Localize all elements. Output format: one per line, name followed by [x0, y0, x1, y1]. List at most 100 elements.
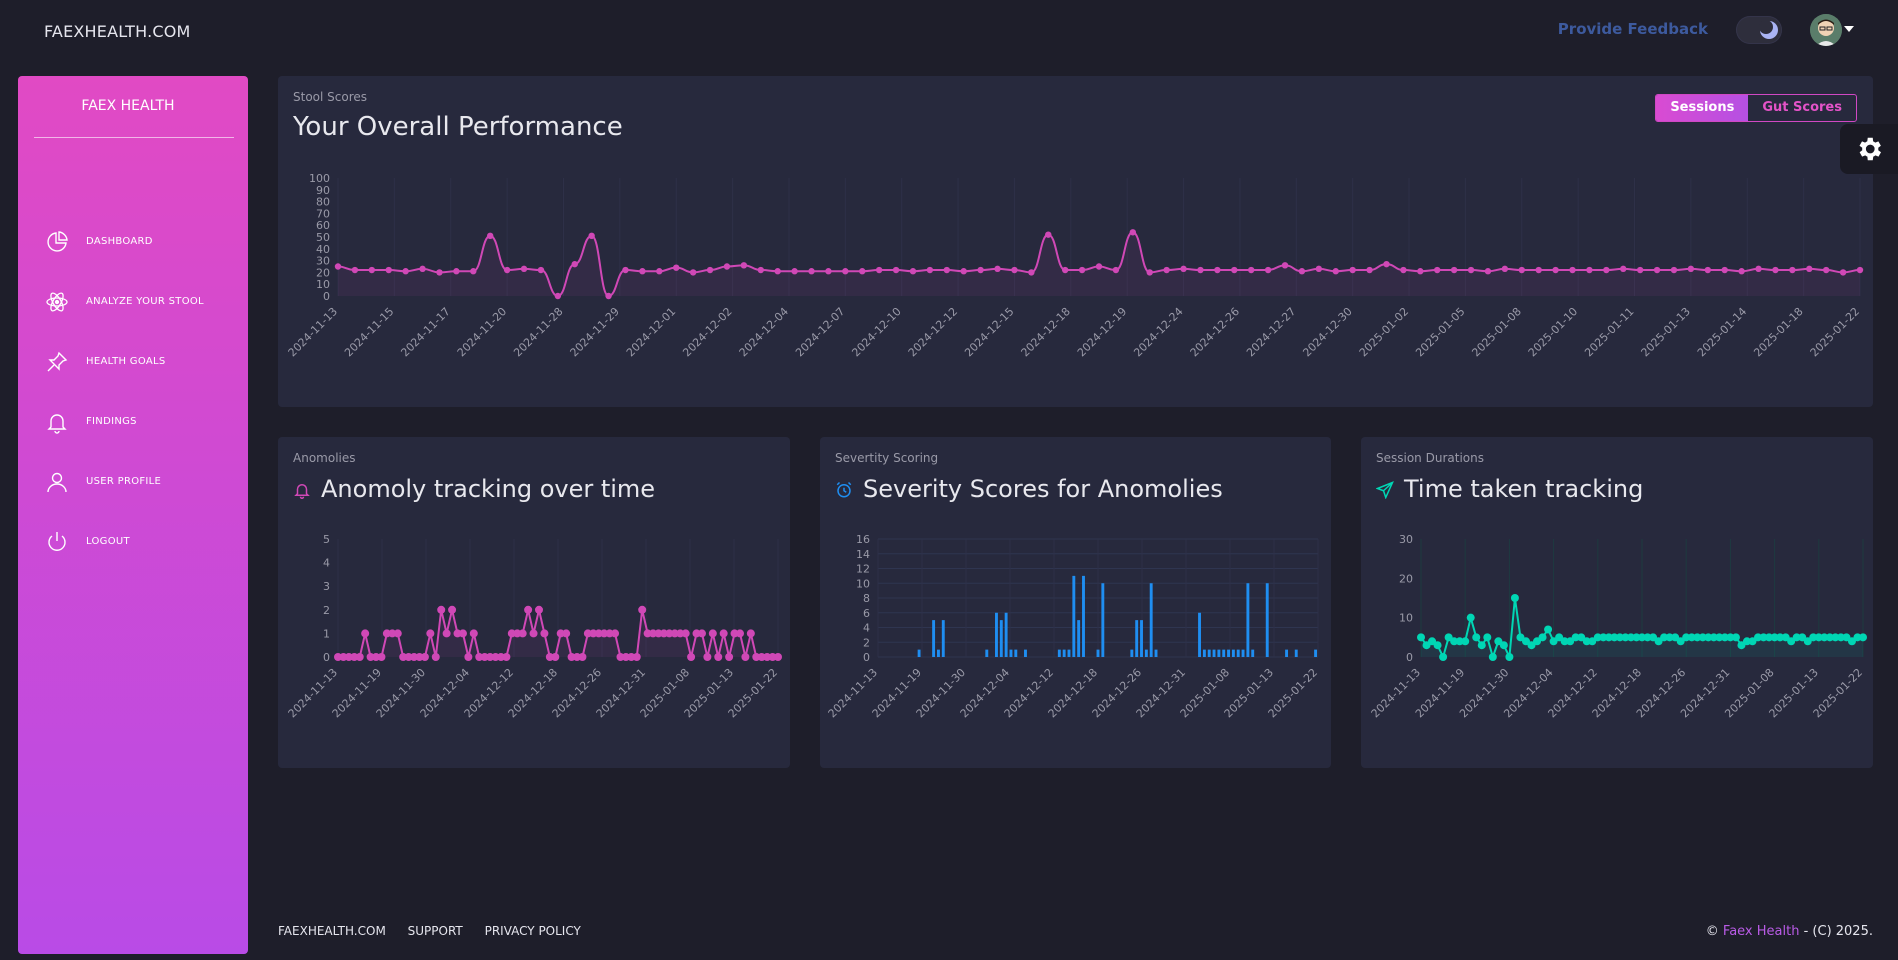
sidebar-item-health-goals[interactable]: HEALTH GOALS — [18, 342, 248, 382]
data-point — [431, 653, 440, 661]
data-point — [1654, 637, 1663, 646]
atom-icon — [46, 292, 68, 312]
data-point — [1417, 268, 1424, 275]
x-tick-label: 2025-01-22 — [1808, 305, 1862, 359]
data-point — [520, 265, 528, 273]
data-point — [1649, 633, 1658, 642]
sidebar-item-analyze[interactable]: ANALYZE YOUR STOOL — [18, 282, 248, 322]
x-tick-label: 2025-01-05 — [1413, 305, 1467, 359]
data-point — [351, 266, 359, 274]
data-point — [1798, 633, 1807, 642]
copyright-brand-link[interactable]: Faex Health — [1722, 924, 1800, 939]
data-point — [1483, 633, 1492, 642]
provide-feedback-link[interactable]: Provide Feedback — [1557, 20, 1708, 38]
data-point — [571, 260, 578, 268]
y-tick-label: 60 — [316, 219, 330, 232]
x-tick-label: 2024-12-12 — [906, 305, 960, 359]
data-point — [1626, 633, 1635, 642]
data-point — [638, 605, 647, 614]
data-point — [1061, 266, 1069, 274]
x-tick-label: 2024-12-27 — [1244, 305, 1298, 359]
data-point — [1588, 637, 1597, 646]
settings-gear-button[interactable] — [1840, 124, 1898, 174]
data-point — [1755, 265, 1762, 273]
data-point — [1856, 266, 1864, 274]
data-point — [1720, 633, 1729, 642]
bar — [1135, 620, 1139, 657]
sidebar-item-label: USER PROFILE — [86, 476, 162, 487]
data-point — [1366, 266, 1373, 274]
x-tick-label: 2024-12-19 — [1075, 305, 1129, 359]
data-point — [1577, 633, 1586, 642]
data-point — [1455, 637, 1464, 646]
data-point — [1488, 653, 1497, 661]
sessions-button[interactable]: Sessions — [1656, 95, 1749, 121]
data-point — [1566, 637, 1575, 646]
data-point — [442, 629, 451, 638]
data-point — [943, 266, 950, 274]
data-point — [1789, 266, 1796, 274]
footer-link-support[interactable]: SUPPORT — [407, 924, 463, 938]
brand-logo-text[interactable]: FAEXHEALTH.COM — [44, 22, 191, 41]
chevron-down-icon[interactable] — [1844, 26, 1854, 32]
x-tick-label: 2024-12-15 — [962, 305, 1016, 359]
x-tick-label: 2024-11-28 — [511, 305, 565, 359]
avatar[interactable] — [1810, 14, 1842, 46]
theme-toggle[interactable] — [1736, 16, 1782, 44]
bar — [1149, 583, 1153, 657]
footer-link-privacy[interactable]: PRIVACY POLICY — [484, 924, 581, 938]
sidebar-title[interactable]: FAEX HEALTH — [81, 98, 175, 114]
data-point — [458, 629, 467, 638]
y-tick-label: 6 — [863, 607, 870, 620]
sidebar-item-logout[interactable]: LOGOUT — [18, 522, 248, 562]
data-point — [1078, 266, 1086, 274]
sidebar-item-label: DASHBOARD — [86, 236, 153, 247]
data-point — [1516, 633, 1525, 642]
y-tick-label: 90 — [316, 184, 330, 197]
data-point — [1505, 653, 1514, 661]
bar — [1009, 649, 1013, 657]
data-point — [757, 266, 764, 274]
data-point — [426, 629, 435, 638]
y-tick-label: 70 — [316, 207, 330, 220]
bell-icon — [294, 484, 310, 499]
data-point — [1586, 266, 1593, 274]
y-tick-label: 10 — [316, 278, 330, 291]
footer-link-home[interactable]: FAEXHEALTH.COM — [278, 924, 386, 938]
bar — [1285, 649, 1289, 657]
data-point — [1842, 633, 1851, 642]
data-point — [735, 629, 744, 638]
data-point — [708, 629, 717, 638]
gear-icon — [1859, 137, 1881, 161]
data-point — [1825, 633, 1834, 642]
data-point — [1759, 633, 1768, 642]
x-tick-label: 2024-12-18 — [1019, 305, 1073, 359]
y-tick-label: 30 — [316, 255, 330, 268]
data-point — [1163, 266, 1170, 274]
data-point — [1332, 268, 1339, 275]
data-point — [540, 629, 549, 638]
data-point — [420, 653, 429, 661]
bar — [1207, 649, 1211, 657]
data-point — [1665, 633, 1674, 642]
data-point — [448, 605, 457, 614]
sidebar: FAEX HEALTH DASHBOARD ANALYZE YOUR STOOL… — [18, 76, 248, 954]
data-point — [1715, 633, 1724, 642]
data-point — [1620, 265, 1627, 273]
data-point — [1709, 633, 1718, 642]
data-point — [361, 629, 370, 638]
data-point — [673, 264, 680, 271]
gut-scores-button[interactable]: Gut Scores — [1762, 100, 1842, 115]
sidebar-item-dashboard[interactable]: DASHBOARD — [18, 222, 248, 262]
sidebar-item-user-profile[interactable]: USER PROFILE — [18, 462, 248, 502]
data-point — [1682, 633, 1691, 642]
data-point — [437, 605, 446, 614]
data-point — [1853, 633, 1862, 642]
y-tick-label: 2 — [323, 604, 330, 617]
card-title-text: Time taken tracking — [1404, 475, 1644, 503]
bar — [995, 612, 998, 657]
sidebar-item-findings[interactable]: FINDINGS — [18, 402, 248, 442]
data-point — [1742, 637, 1751, 646]
data-point — [741, 653, 750, 661]
data-point — [1494, 637, 1503, 646]
